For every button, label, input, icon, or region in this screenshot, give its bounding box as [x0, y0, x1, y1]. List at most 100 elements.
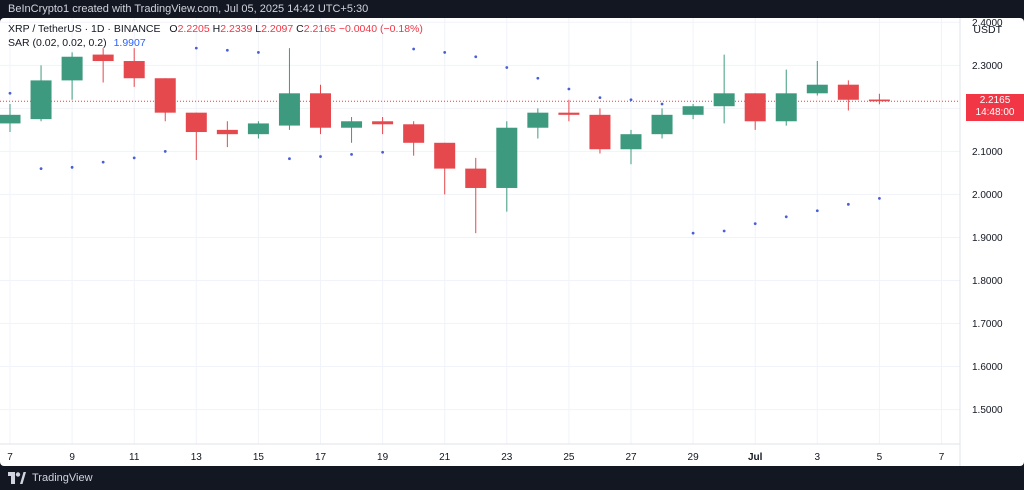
- x-tick-label: 7: [939, 452, 945, 463]
- x-tick-label: 7: [7, 452, 13, 463]
- open-value: 2.2205: [177, 23, 210, 35]
- x-tick-label: 23: [501, 452, 513, 463]
- sar-dot: [288, 157, 291, 161]
- candle-body: [527, 112, 549, 128]
- close-label: C: [296, 23, 304, 35]
- attribution-bar: BeInCrypto1 created with TradingView.com…: [0, 0, 1024, 18]
- sar-dot: [8, 91, 12, 95]
- sar-dot: [319, 155, 322, 158]
- candle-body: [806, 84, 828, 94]
- candle-body: [0, 114, 21, 124]
- open-label: O: [169, 23, 178, 35]
- indicator-row[interactable]: SAR (0.02, 0.02, 0.2) 1.9907: [8, 36, 423, 50]
- sar-dot: [815, 209, 819, 213]
- bar-countdown: 14:48:00: [975, 107, 1015, 119]
- candle-body: [61, 56, 83, 81]
- candle-body: [713, 93, 735, 107]
- candle-body: [247, 123, 269, 135]
- candle-body: [651, 114, 673, 135]
- indicator-name: SAR (0.02, 0.02, 0.2): [8, 37, 107, 49]
- sar-dot: [474, 55, 478, 59]
- candle-body: [372, 121, 394, 125]
- x-tick-label: 27: [625, 452, 637, 463]
- sar-dot: [878, 197, 881, 200]
- sar-dot: [629, 98, 633, 102]
- sar-dot: [660, 102, 664, 106]
- y-tick-label: 2.3000: [972, 61, 1003, 72]
- candle-body: [403, 124, 425, 143]
- candle-body: [154, 78, 176, 113]
- high-label: H: [212, 23, 221, 35]
- x-tick-label: 21: [439, 452, 451, 463]
- x-tick-label: 13: [191, 452, 203, 463]
- footer-bar: TradingView: [0, 466, 1024, 490]
- change-value: −0.0040 (−0.18%): [338, 23, 423, 35]
- candle-body: [589, 114, 611, 150]
- x-tick-label: 9: [69, 452, 75, 463]
- brand-name: TradingView: [32, 472, 93, 484]
- chart-legend: XRP / TetherUS · 1D · BINANCE O2.2205 H2…: [8, 22, 423, 50]
- candle-body: [92, 54, 114, 62]
- x-tick-label: 3: [815, 452, 821, 463]
- last-price-value: 2.2165: [979, 95, 1011, 107]
- sar-dot: [225, 48, 229, 52]
- candle-body: [868, 99, 890, 102]
- candle-body: [744, 93, 766, 122]
- ohlc-values: O2.2205 H2.2339 L2.2097 C2.2165 −0.0040 …: [169, 23, 422, 35]
- candle-body: [185, 112, 207, 133]
- symbol-name[interactable]: XRP / TetherUS · 1D · BINANCE: [8, 23, 161, 35]
- candle-body: [341, 121, 363, 128]
- x-tick-label: 15: [253, 452, 265, 463]
- sar-dot: [70, 165, 74, 169]
- candle-body: [30, 80, 52, 120]
- currency-label: USDT: [973, 24, 1002, 36]
- sar-dot: [443, 51, 447, 54]
- sar-dot: [350, 153, 353, 156]
- tradingview-logo[interactable]: TradingView: [8, 472, 93, 484]
- candlestick-chart[interactable]: 2.40002.30002.20002.10002.00001.90001.80…: [0, 18, 1024, 466]
- sar-dot: [194, 46, 198, 50]
- indicator-value: 1.9907: [113, 37, 146, 49]
- sar-dot: [132, 156, 136, 160]
- high-value: 2.2339: [220, 23, 253, 35]
- sar-dot: [101, 160, 105, 164]
- last-price-tag: 2.2165 14:48:00: [966, 94, 1024, 122]
- x-tick-label: 29: [688, 452, 700, 463]
- sar-dot: [257, 51, 260, 54]
- close-value: 2.2165: [303, 23, 336, 35]
- candle-body: [434, 142, 456, 169]
- candle-body: [620, 134, 642, 150]
- sar-dot: [381, 150, 384, 154]
- sar-dot: [598, 96, 602, 100]
- y-tick-label: 2.4000: [972, 18, 1003, 29]
- x-tick-label: 19: [377, 452, 389, 463]
- sar-dot: [567, 87, 571, 91]
- low-label: L: [255, 23, 262, 35]
- sar-dot: [39, 167, 43, 171]
- candle-body: [496, 127, 518, 188]
- x-tick-label: 17: [315, 452, 327, 463]
- sar-dot: [536, 76, 540, 80]
- y-tick-label: 1.9000: [972, 233, 1003, 244]
- candle-body: [682, 106, 704, 115]
- y-tick-label: 1.5000: [972, 405, 1003, 416]
- sar-dot: [722, 229, 726, 233]
- sar-dot: [505, 66, 509, 69]
- x-tick-label: Jul: [748, 452, 763, 463]
- y-tick-label: 1.7000: [972, 319, 1003, 330]
- sar-dot: [784, 215, 788, 219]
- y-tick-label: 1.6000: [972, 362, 1003, 373]
- sar-dot: [691, 231, 695, 235]
- sar-dot: [163, 149, 167, 153]
- symbol-row: XRP / TetherUS · 1D · BINANCE O2.2205 H2…: [8, 22, 423, 36]
- sar-dot: [412, 47, 416, 51]
- tradingview-logo-icon: [8, 472, 26, 484]
- x-tick-label: 25: [563, 452, 575, 463]
- candle-body: [465, 168, 487, 188]
- y-tick-label: 1.8000: [972, 276, 1003, 287]
- chart-panel[interactable]: XRP / TetherUS · 1D · BINANCE O2.2205 H2…: [0, 18, 1024, 466]
- sar-dot: [846, 202, 850, 206]
- candle-body: [310, 93, 331, 128]
- candle-body: [775, 93, 797, 122]
- attribution-text: BeInCrypto1 created with TradingView.com…: [8, 3, 369, 15]
